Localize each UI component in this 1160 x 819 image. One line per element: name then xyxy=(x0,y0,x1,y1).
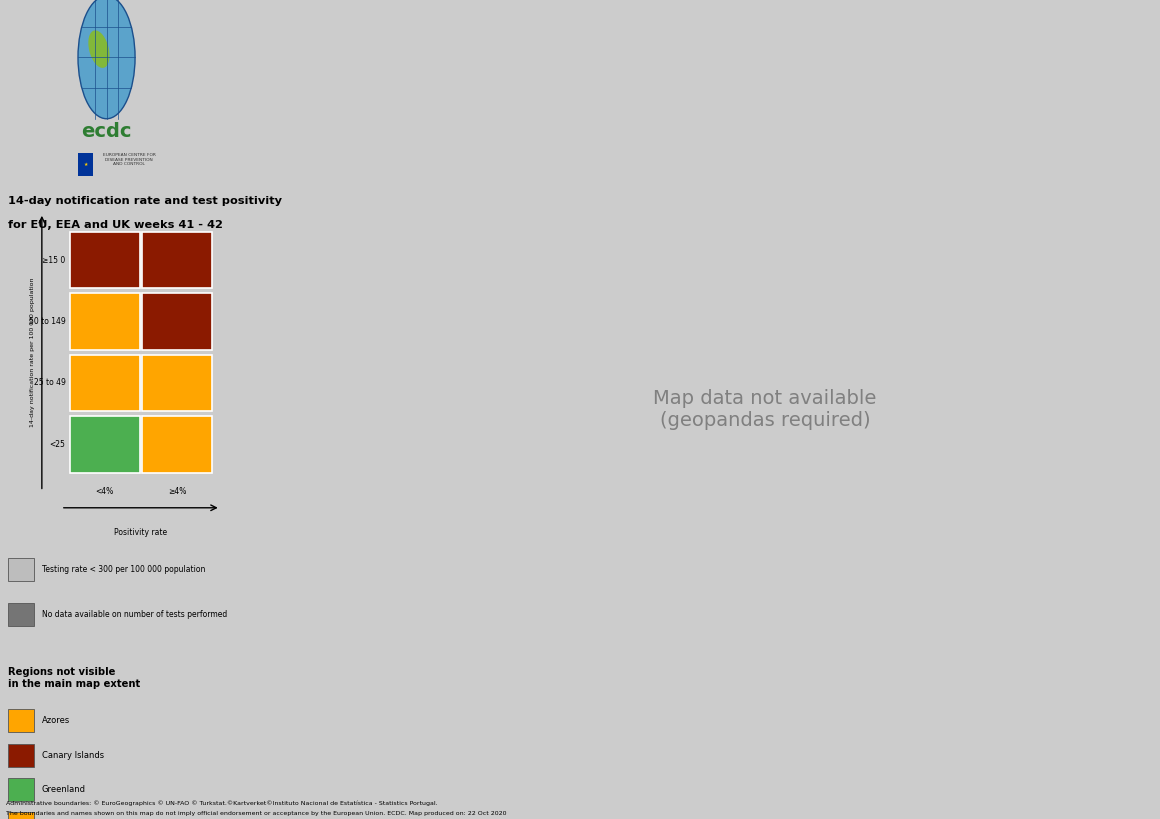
Bar xyxy=(70,232,139,288)
Text: Administrative boundaries: © EuroGeographics © UN-FAO © Turkstat.©Kartverket©Ins: Administrative boundaries: © EuroGeograp… xyxy=(6,801,437,807)
Text: ≥4%: ≥4% xyxy=(168,487,186,496)
Text: ★: ★ xyxy=(84,162,88,167)
Bar xyxy=(8,778,35,801)
Bar xyxy=(142,293,212,350)
Text: for EU, EEA and UK weeks 41 - 42: for EU, EEA and UK weeks 41 - 42 xyxy=(8,220,223,230)
Text: 50 to 149: 50 to 149 xyxy=(29,317,65,326)
Text: Testing rate < 300 per 100 000 population: Testing rate < 300 per 100 000 populatio… xyxy=(42,565,205,573)
Circle shape xyxy=(78,0,135,119)
Text: 25 to 49: 25 to 49 xyxy=(34,378,65,387)
Bar xyxy=(8,744,35,767)
Text: EUROPEAN CENTRE FOR
DISEASE PREVENTION
AND CONTROL: EUROPEAN CENTRE FOR DISEASE PREVENTION A… xyxy=(103,153,155,166)
Bar xyxy=(8,812,35,819)
Bar xyxy=(70,355,139,411)
Text: Greenland: Greenland xyxy=(42,785,86,794)
Bar xyxy=(8,709,35,732)
Text: Regions not visible
in the main map extent: Regions not visible in the main map exte… xyxy=(8,667,140,689)
Text: 14-day notification rate and test positivity: 14-day notification rate and test positi… xyxy=(8,196,282,206)
Text: Positivity rate: Positivity rate xyxy=(114,528,167,537)
Bar xyxy=(78,153,93,176)
Bar xyxy=(8,558,35,581)
Text: Azores: Azores xyxy=(42,717,70,725)
Bar xyxy=(70,293,139,350)
Ellipse shape xyxy=(88,30,109,68)
Text: <4%: <4% xyxy=(95,487,114,496)
Text: ≥15 0: ≥15 0 xyxy=(42,256,65,265)
Text: <25: <25 xyxy=(50,440,65,449)
Bar xyxy=(142,416,212,473)
Text: Canary Islands: Canary Islands xyxy=(42,751,104,759)
Text: The boundaries and names shown on this map do not imply official endorsement or : The boundaries and names shown on this m… xyxy=(6,812,506,817)
Bar xyxy=(70,416,139,473)
Text: No data available on number of tests performed: No data available on number of tests per… xyxy=(42,610,227,618)
Bar xyxy=(142,355,212,411)
Bar xyxy=(142,232,212,288)
Text: 14-day notification rate per 100 000 population: 14-day notification rate per 100 000 pop… xyxy=(30,278,35,427)
Text: Map data not available
(geopandas required): Map data not available (geopandas requir… xyxy=(653,389,877,430)
Text: ecdc: ecdc xyxy=(81,121,132,141)
Bar xyxy=(8,603,35,626)
